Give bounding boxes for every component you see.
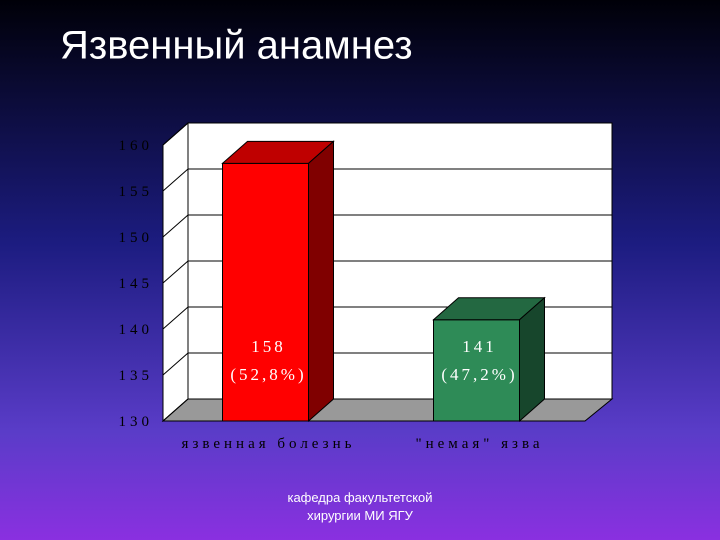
y-tick-label: 135 bbox=[119, 368, 154, 384]
y-tick-label: 160 bbox=[119, 138, 154, 154]
slide-title: Язвенный анамнез bbox=[60, 24, 413, 68]
grid-line bbox=[162, 214, 612, 238]
y-tick-label: 145 bbox=[119, 276, 154, 292]
value-label: 158 bbox=[251, 337, 286, 356]
y-tick-label: 130 bbox=[119, 414, 154, 430]
y-tick-label: 155 bbox=[119, 184, 154, 200]
bar-side bbox=[308, 140, 334, 423]
y-tick-label: 140 bbox=[119, 322, 154, 338]
x-tick-label: "немая" язва bbox=[416, 436, 544, 452]
bar-side bbox=[519, 296, 545, 423]
footer-line: хирургии МИ ЯГУ bbox=[307, 508, 414, 523]
x-tick-label: язвенная болезнь bbox=[182, 436, 356, 452]
grid-line bbox=[162, 122, 612, 146]
share-label: (52,8%) bbox=[230, 365, 306, 384]
y-tick-label: 150 bbox=[119, 230, 154, 246]
chart: 130 135 140 145 150 155 160 язвенная болезнь 158… bbox=[119, 121, 614, 452]
grid-line bbox=[162, 168, 612, 192]
footer-line: кафедра факультетской bbox=[287, 490, 432, 505]
value-label: 141 bbox=[462, 337, 497, 356]
grid-line bbox=[162, 260, 612, 284]
share-label: (47,2%) bbox=[441, 365, 517, 384]
